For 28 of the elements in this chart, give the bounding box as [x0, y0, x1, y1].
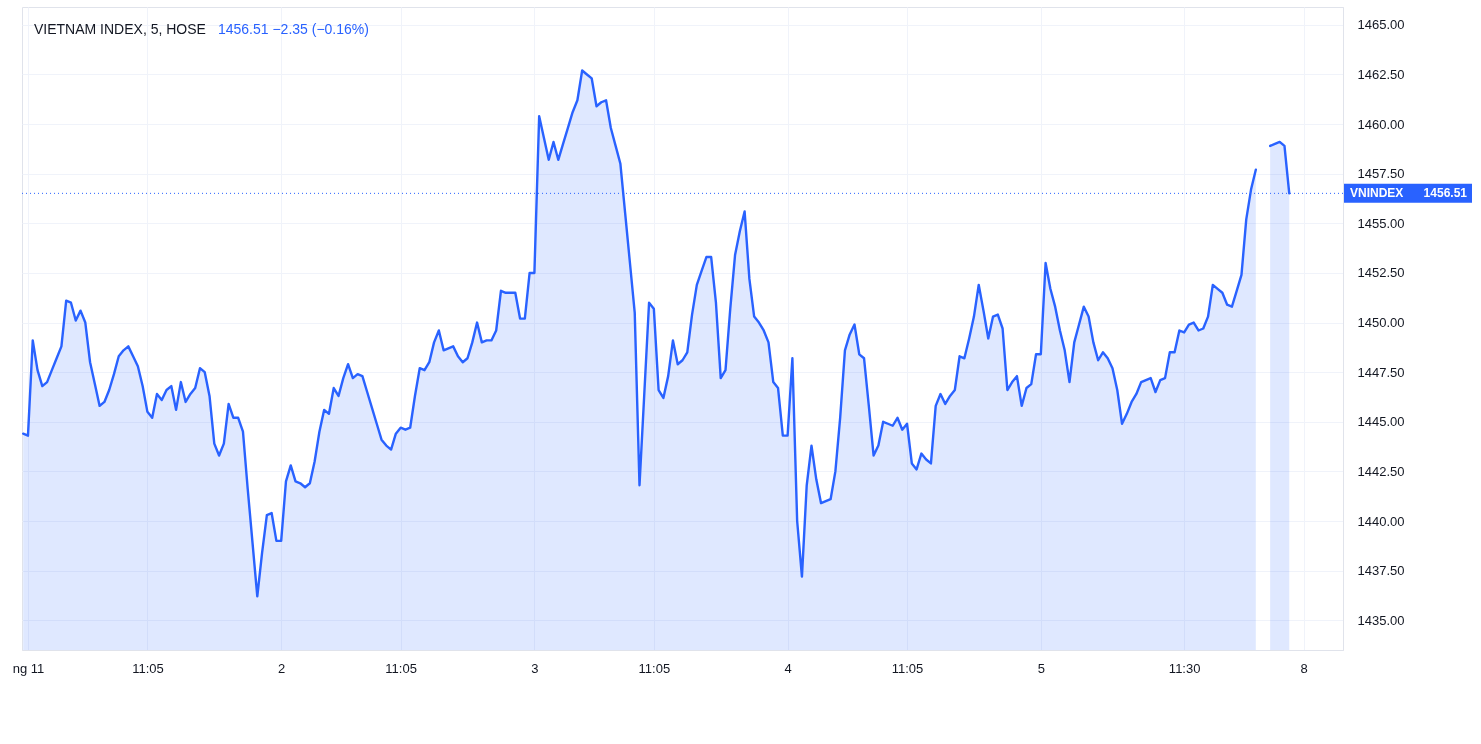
- y-tick-label: 1460.00: [1357, 116, 1405, 132]
- y-tick-label: 1437.50: [1357, 563, 1405, 579]
- y-tick-label: 1462.50: [1357, 66, 1405, 82]
- x-tick-label: 11:30: [1168, 660, 1201, 676]
- y-tick-label: 1450.00: [1357, 315, 1405, 331]
- text: 1456.51 −2.35 (−0.16%): [217, 21, 369, 37]
- x-tick-label: 8: [1300, 660, 1308, 676]
- y-tick-label: 1445.00: [1357, 414, 1405, 430]
- x-tick-label: 11:05: [891, 660, 924, 676]
- text: VIETNAM INDEX, 5, HOSE: [34, 21, 206, 37]
- x-tick-label: 2: [278, 660, 286, 676]
- x-tick-label: 11:05: [638, 660, 671, 676]
- text: 1456.51: [1423, 186, 1468, 201]
- y-tick-label: 1457.50: [1357, 166, 1405, 182]
- y-tick-label: 1435.00: [1357, 612, 1405, 628]
- x-tick-label: 4: [784, 660, 792, 676]
- x-tick-label: 3: [531, 660, 539, 676]
- y-tick-label: 1465.00: [1357, 17, 1405, 33]
- x-tick-label: 11:05: [132, 660, 164, 676]
- y-tick-label: 1442.50: [1357, 463, 1405, 479]
- y-tick-label: 1452.50: [1357, 265, 1405, 281]
- ref-line-label: VNINDEX: [1350, 186, 1404, 201]
- x-tick-label: 11:05: [385, 660, 417, 676]
- x-tick-label: ng 11: [12, 660, 45, 676]
- y-tick-label: 1455.00: [1357, 215, 1405, 231]
- y-tick-label: 1447.50: [1357, 364, 1405, 380]
- x-tick-label: 5: [1037, 660, 1045, 676]
- y-tick-label: 1440.00: [1357, 513, 1405, 529]
